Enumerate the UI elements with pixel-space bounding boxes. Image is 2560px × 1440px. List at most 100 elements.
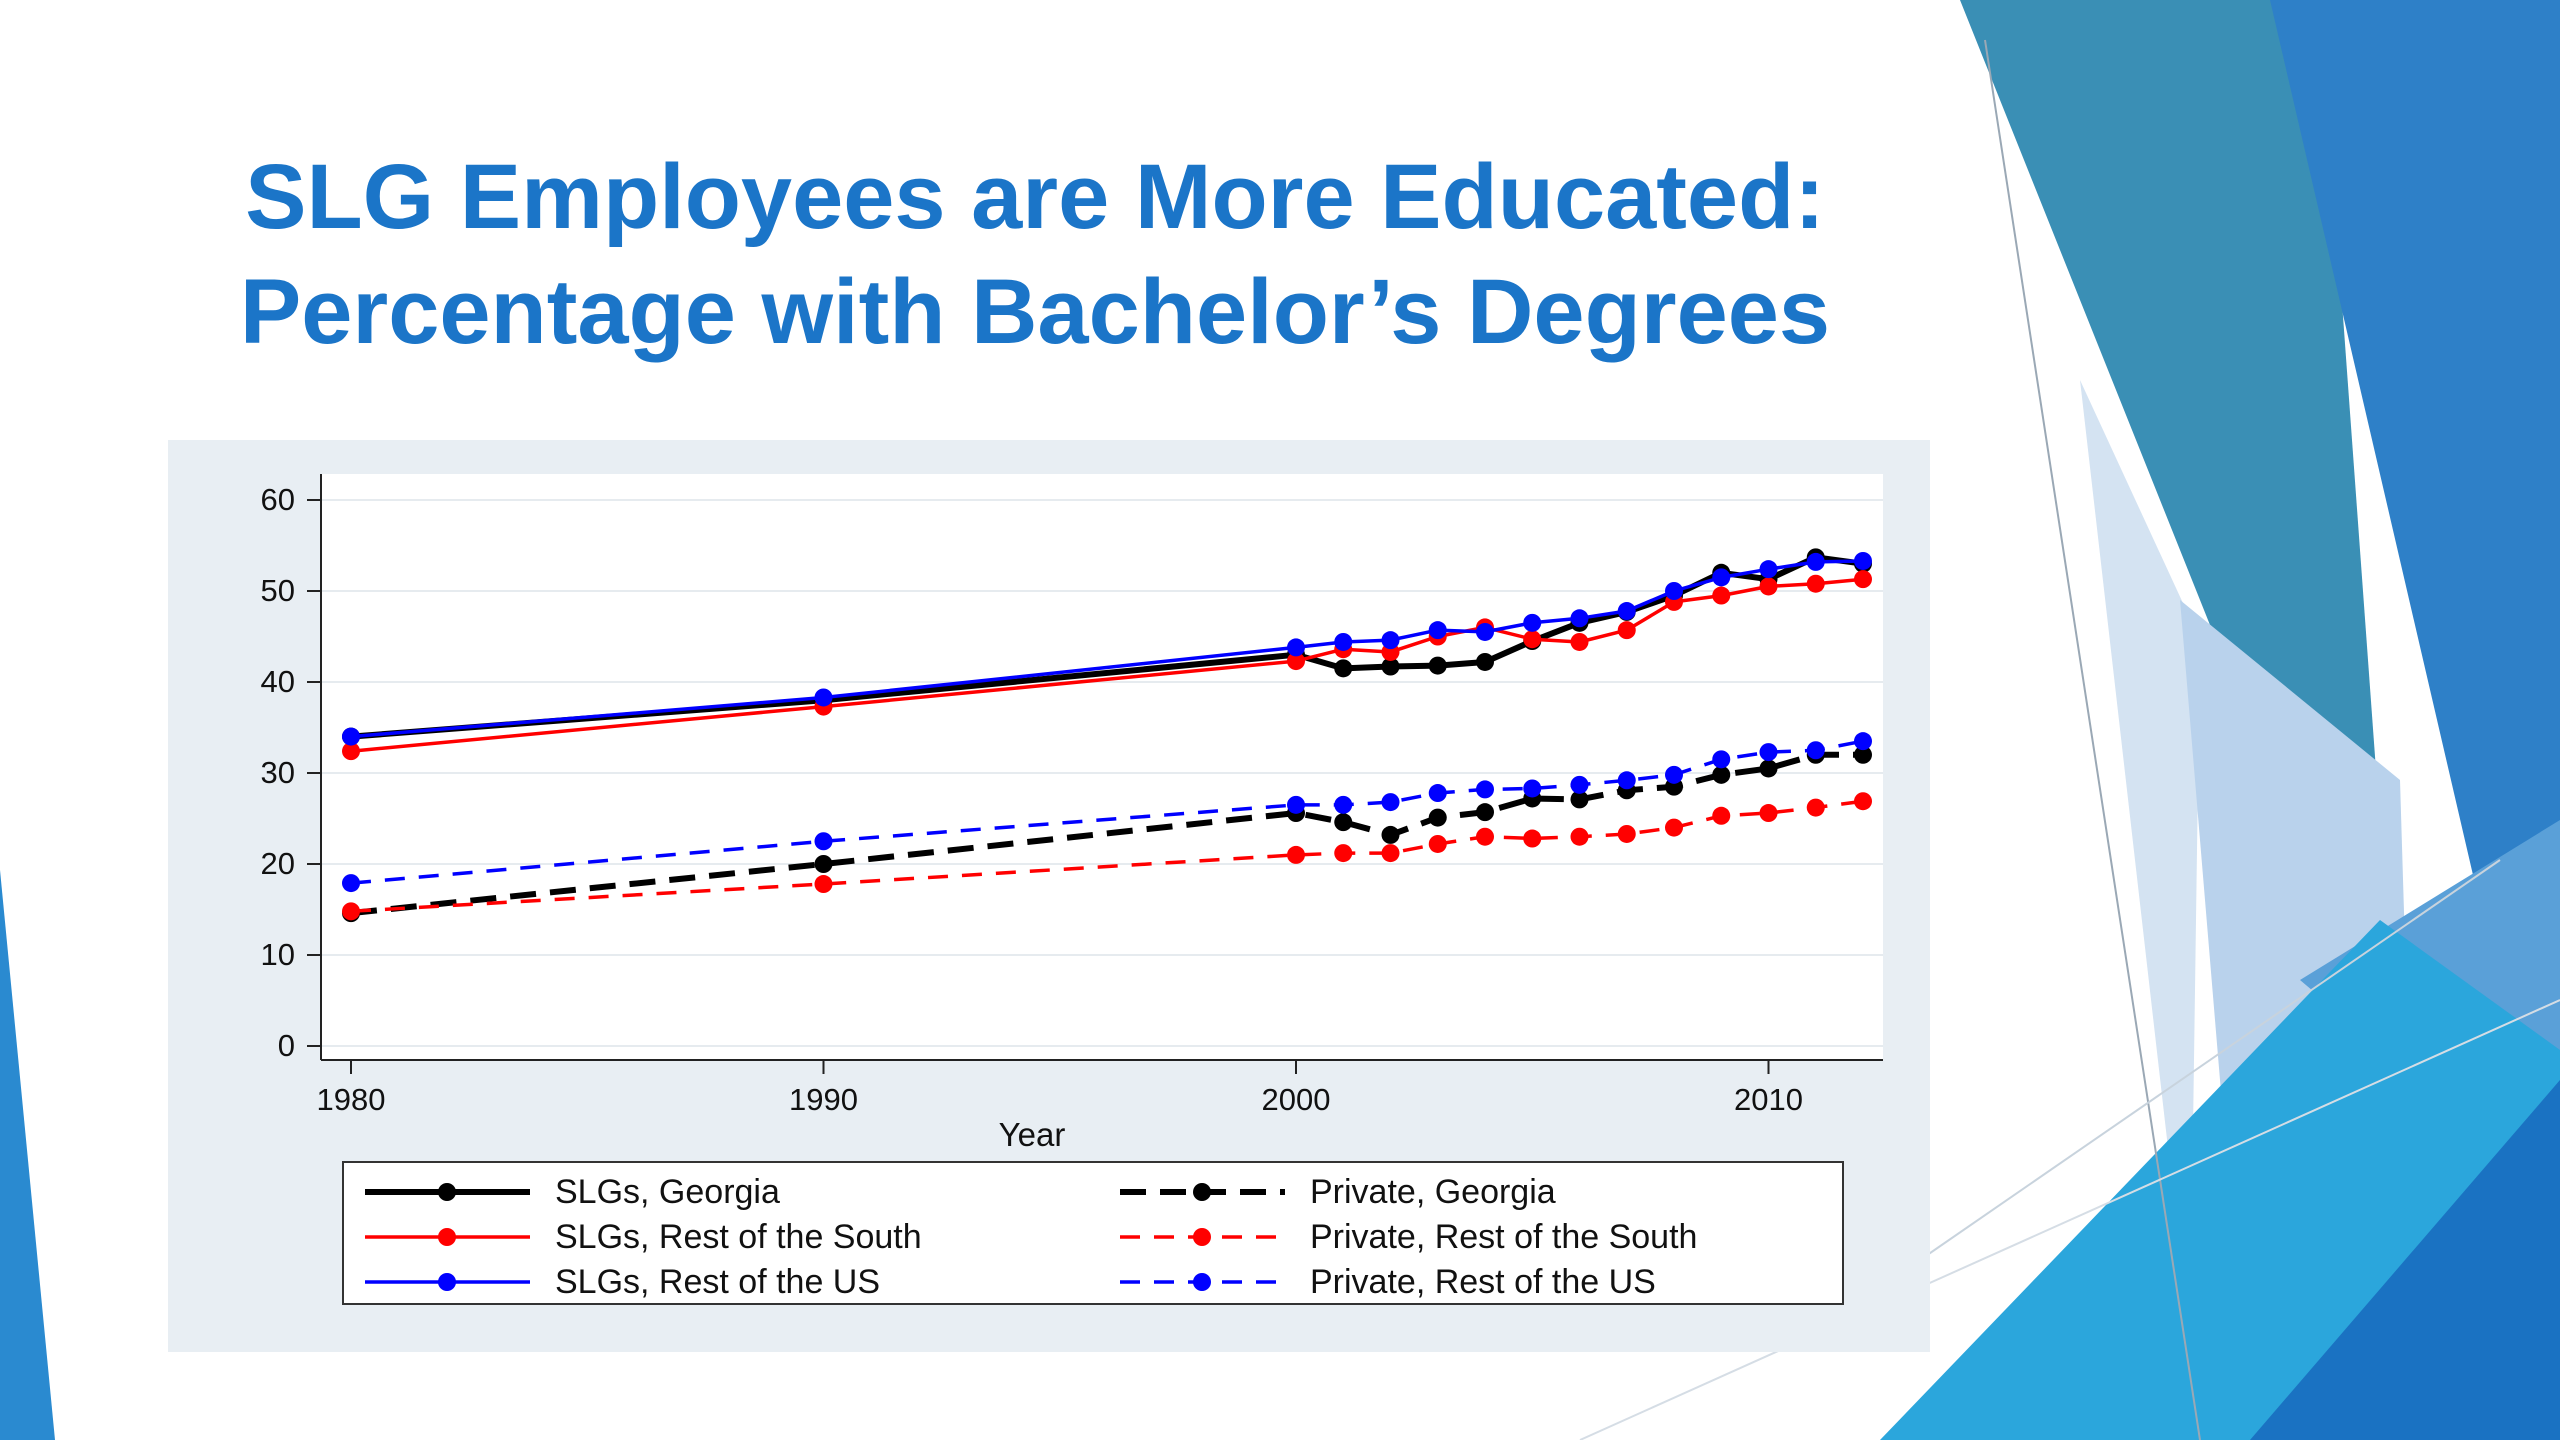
data-point [1476,652,1494,671]
data-point [1428,656,1447,675]
data-point [1334,795,1353,814]
legend-label: SLGs, Rest of the South [555,1218,922,1256]
data-point [1570,775,1589,794]
legend-swatch-marker [438,1228,456,1246]
series-line [350,751,1863,917]
decor-shape-deep [2250,1080,2560,1440]
data-point [1476,827,1494,846]
data-point [1523,630,1542,649]
data-point [1712,750,1731,769]
data-point [1334,844,1353,863]
data-point [1428,621,1447,640]
data-point [1476,803,1494,822]
y-tick-label: 50 [261,573,295,608]
data-point [1287,652,1305,671]
y-tick-label: 40 [261,664,295,699]
data-point [1712,586,1731,605]
data-point [1428,834,1447,853]
data-point [342,902,360,921]
data-point [1428,808,1447,827]
decor-shape-pale-1 [2080,380,2200,1340]
series-4 [342,792,1872,921]
data-point [814,688,833,707]
y-tick-label: 10 [261,937,295,972]
data-point [1806,574,1825,593]
legend-swatch-marker [438,1273,456,1291]
data-point [1712,806,1731,825]
line-chart: 0 10 20 30 40 50 60 1980 1990 2000 2010 Year SLGs, G… [261,474,1883,1305]
data-point [1806,741,1825,760]
y-tick-label: 60 [261,482,295,517]
y-tick-label: 0 [278,1028,295,1063]
data-point [1806,552,1825,571]
data-point [1570,790,1589,809]
decor-line-2 [1919,859,2501,1261]
data-point [1570,632,1589,651]
data-point [1759,560,1778,579]
data-point [1381,657,1400,676]
data-point [1665,582,1683,600]
legend-swatch-marker [438,1183,456,1201]
series-2 [342,551,1872,746]
legend-label: SLGs, Rest of the US [555,1263,880,1301]
title-line-1: SLG Employees are More Educated: [245,146,1825,248]
series-line [350,799,1864,914]
series-1 [342,570,1872,761]
legend-label: Private, Georgia [1310,1173,1556,1211]
data-point [1806,798,1825,817]
data-point [342,742,360,761]
x-tick-label: 1980 [317,1082,386,1117]
decor-line-3 [1579,999,2560,1440]
x-axis-label: Year [999,1116,1066,1153]
series-line [350,739,1864,885]
data-point [1523,613,1542,632]
data-point [1665,818,1683,837]
data-point [1617,771,1636,790]
data-point [1854,570,1872,589]
data-point [1334,659,1353,678]
legend-label: Private, Rest of the US [1310,1263,1656,1301]
data-point [1854,745,1872,764]
series-5 [342,732,1872,893]
data-point [814,855,833,873]
title-line-2: Percentage with Bachelor’s Degrees [239,261,1831,363]
legend-swatch-marker [1193,1183,1211,1201]
legend-label: Private, Rest of the South [1310,1218,1697,1256]
data-point [1570,827,1589,846]
legend-swatch-marker [1193,1273,1211,1291]
data-point [1854,732,1872,751]
y-tick-label: 30 [261,755,295,790]
decor-line-1 [1984,39,2201,1440]
data-point [1712,765,1731,784]
legend: SLGs, Georgia SLGs, Rest of the South SLGs… [342,1161,1844,1305]
legend-label: SLGs, Georgia [555,1173,780,1211]
data-point [1759,759,1778,778]
data-point [342,874,360,893]
data-point [342,727,360,746]
data-point [1854,792,1872,811]
data-point [1287,638,1305,657]
data-point [1334,813,1353,832]
x-tick-label: 2000 [1262,1082,1331,1117]
plot-area [321,474,1883,1060]
data-point [1759,804,1778,823]
data-point [1476,622,1494,641]
data-point [1617,602,1636,621]
data-point [814,875,833,894]
data-point [1665,765,1683,784]
data-point [1381,825,1400,844]
y-tick-label: 20 [261,846,295,881]
x-tick-label: 1990 [789,1082,858,1117]
slide-title: SLG Employees are More Educated: Percent… [160,140,1910,370]
data-point [1381,631,1400,650]
data-point [1428,784,1447,803]
data-point [1617,824,1636,843]
data-point [1381,793,1400,812]
data-point [1854,551,1872,570]
data-point [814,832,833,851]
data-point [1712,568,1731,587]
data-point [1617,621,1636,640]
legend-swatch-marker [1193,1228,1211,1246]
decor-shape-left [0,870,55,1440]
